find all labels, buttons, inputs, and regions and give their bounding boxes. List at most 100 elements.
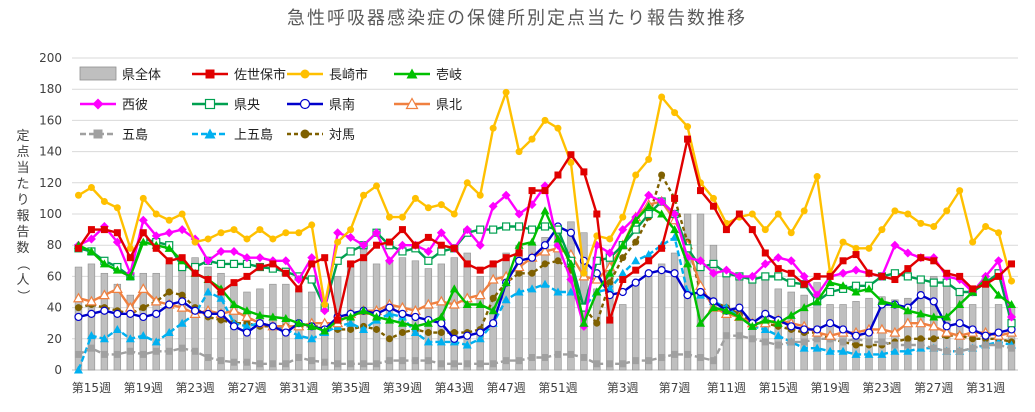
data-point: [761, 272, 770, 281]
data-point: [230, 226, 238, 234]
data-point: [554, 257, 562, 265]
data-point: [92, 98, 104, 110]
data-point: [540, 279, 550, 288]
data-point: [476, 266, 484, 274]
data-point: [658, 171, 666, 179]
legend-item: 対馬: [287, 128, 355, 143]
data-point: [360, 360, 368, 368]
data-point: [74, 350, 82, 358]
data-point: [786, 310, 796, 319]
data-point: [423, 337, 433, 346]
data-point: [541, 260, 549, 268]
data-point: [437, 247, 446, 256]
data-point: [553, 287, 563, 296]
data-point: [995, 341, 1003, 349]
data-point: [449, 284, 459, 293]
data-point: [152, 347, 160, 355]
data-point: [406, 68, 418, 79]
data-point: [956, 187, 964, 195]
data-point: [229, 246, 239, 256]
data-point: [410, 321, 420, 330]
x-tick-label: 第31週: [279, 381, 318, 395]
data-point: [411, 357, 419, 365]
x-tick-label: 第51週: [538, 381, 577, 395]
data-point: [825, 346, 835, 355]
data-point: [943, 347, 951, 355]
data-point: [969, 238, 977, 246]
series-長崎市: [74, 88, 1016, 308]
data-point: [176, 301, 188, 312]
data-point: [487, 273, 499, 284]
data-point: [995, 229, 1003, 237]
data-point: [204, 98, 216, 110]
data-point: [229, 299, 239, 308]
data-point: [955, 319, 964, 328]
data-point: [696, 287, 705, 297]
data-point: [787, 322, 796, 331]
data-point: [86, 331, 96, 340]
data-point: [851, 287, 861, 296]
data-point: [825, 287, 835, 297]
y-tick-label: 120: [39, 176, 62, 190]
data-point: [618, 225, 628, 235]
data-point: [619, 360, 627, 368]
data-point: [955, 287, 964, 297]
data-point: [398, 226, 406, 234]
data-point: [164, 243, 174, 252]
data-point: [941, 326, 953, 337]
data-point: [191, 347, 199, 355]
data-point: [929, 312, 939, 321]
y-tick-label: 180: [39, 82, 62, 96]
data-point: [385, 303, 394, 312]
data-point: [787, 278, 796, 287]
data-point: [126, 347, 134, 355]
data-point: [760, 259, 770, 269]
data-point: [515, 148, 523, 156]
data-point: [74, 312, 83, 322]
data-point: [670, 269, 679, 278]
bar: [839, 304, 847, 371]
data-point: [217, 357, 225, 365]
data-point: [346, 247, 355, 256]
data-point: [126, 244, 134, 252]
bar: [139, 272, 147, 371]
data-point: [268, 312, 278, 321]
bar: [450, 257, 458, 371]
legend-item: 五島: [80, 128, 148, 143]
data-point: [670, 225, 680, 234]
data-point: [448, 298, 460, 309]
data-point: [606, 279, 614, 287]
data-point: [243, 358, 251, 366]
legend-item: 西彼: [80, 98, 148, 113]
data-point: [928, 320, 940, 331]
data-point: [268, 322, 277, 331]
bar: [308, 291, 316, 371]
data-point: [191, 269, 199, 277]
data-point: [787, 229, 795, 237]
data-point: [151, 337, 161, 346]
data-point: [631, 278, 640, 287]
data-point: [800, 338, 808, 346]
legend-item: 佐世保市: [192, 67, 286, 83]
data-point: [903, 306, 913, 315]
data-point: [722, 226, 730, 234]
data-point: [528, 187, 536, 195]
data-point: [502, 357, 510, 365]
data-point: [864, 284, 874, 293]
data-point: [437, 329, 445, 337]
data-point: [683, 291, 692, 300]
data-point: [657, 197, 667, 207]
data-point: [748, 226, 756, 234]
data-point: [74, 304, 82, 312]
data-point: [488, 306, 498, 315]
data-point: [851, 331, 861, 340]
data-point: [255, 310, 265, 319]
data-point: [787, 269, 795, 277]
data-point: [450, 329, 458, 337]
data-point: [475, 299, 485, 308]
data-point: [99, 334, 109, 343]
data-point: [632, 171, 640, 179]
data-point: [398, 329, 406, 337]
data-point: [165, 288, 173, 296]
data-point: [489, 225, 498, 234]
